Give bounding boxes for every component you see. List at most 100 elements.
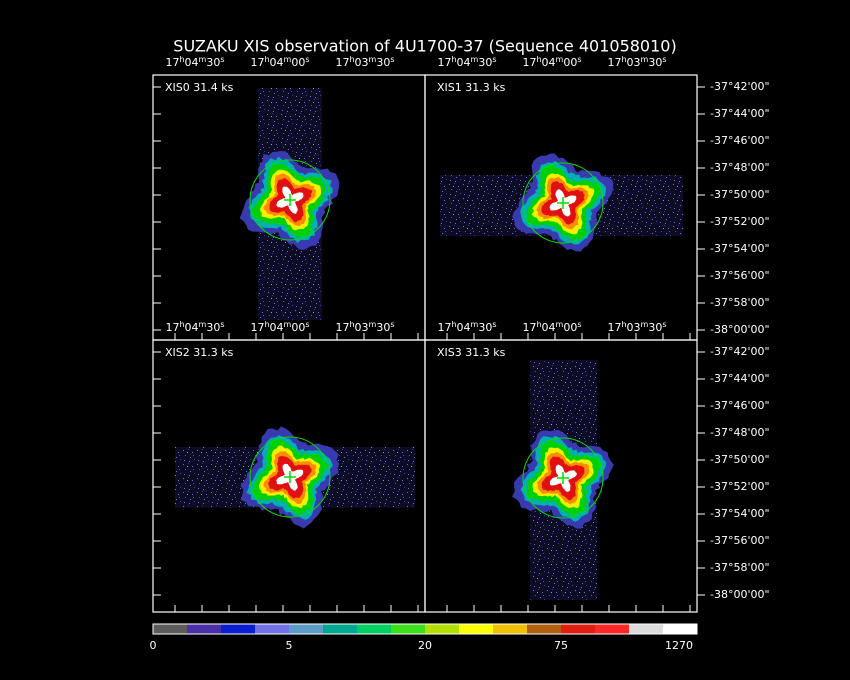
ra-tick-part: 04 (457, 56, 471, 69)
ra-tick-part: 30 (648, 56, 662, 69)
ra-tick-part: 03 (355, 56, 369, 69)
ra-tick-part: 04 (185, 321, 199, 334)
dec-tick-label: -37°42'00" (710, 80, 770, 93)
ra-tick-part: m (471, 55, 479, 64)
dec-tick-label: -37°50'00" (710, 188, 770, 201)
ra-tick-part: 30 (478, 321, 492, 334)
colorbar-segment (357, 624, 391, 634)
ra-tick-part: m (471, 320, 479, 329)
ra-tick-part: s (492, 320, 496, 329)
ra-tick-part: m (641, 55, 649, 64)
ra-tick-part: m (556, 55, 564, 64)
ra-tick-part: 30 (376, 321, 390, 334)
ra-tick-label: 17h03m30s (607, 320, 666, 335)
colorbar-segment (595, 624, 629, 634)
dec-tick-label: -37°52'00" (710, 480, 770, 493)
colorbar-label: 20 (418, 639, 432, 652)
ra-tick-part: h (536, 320, 541, 329)
ra-tick-part: s (577, 320, 581, 329)
ra-tick-part: 00 (291, 321, 305, 334)
ra-tick-part: s (577, 55, 581, 64)
dec-tick-label: -37°58'00" (710, 561, 770, 574)
ra-tick-part: m (556, 320, 564, 329)
dec-tick-label: -37°48'00" (710, 426, 770, 439)
colorbar-segment (527, 624, 561, 634)
dec-tick-label: -37°54'00" (710, 507, 770, 520)
ra-tick-label: 17h04m00s (250, 320, 309, 335)
ra-tick-part: m (199, 55, 207, 64)
ra-tick-part: 30 (478, 56, 492, 69)
ra-tick-part: 17 (165, 321, 179, 334)
ra-tick-part: h (621, 320, 626, 329)
ra-tick-label: 17h04m00s (522, 55, 581, 70)
ra-tick-part: s (305, 320, 309, 329)
dec-tick-label: -37°54'00" (710, 242, 770, 255)
ra-tick-part: 04 (542, 321, 556, 334)
ra-tick-part: h (451, 320, 456, 329)
panel-label: XIS3 31.3 ks (437, 346, 506, 359)
ra-tick-part: m (284, 320, 292, 329)
colorbar-segment (391, 624, 425, 634)
ra-tick-part: s (390, 55, 394, 64)
ra-tick-label: 17h04m30s (437, 320, 496, 335)
ra-tick-part: 17 (437, 321, 451, 334)
dec-tick-label: -38°00'00" (710, 588, 770, 601)
ra-tick-part: 04 (270, 56, 284, 69)
panel-label: XIS0 31.4 ks (165, 81, 234, 94)
ra-tick-part: 00 (563, 321, 577, 334)
source-region (249, 436, 331, 518)
source-region (249, 159, 331, 241)
ra-tick-part: s (220, 55, 224, 64)
colorbar-segment (459, 624, 493, 634)
dec-tick-label: -37°44'00" (710, 372, 770, 385)
ra-tick-part: h (349, 55, 354, 64)
colorbar-label: 0 (150, 639, 157, 652)
source-cross (284, 471, 296, 483)
ra-tick-part: s (305, 55, 309, 64)
source-cross (557, 197, 569, 209)
panel-label: XIS2 31.3 ks (165, 346, 234, 359)
colorbar-segment (153, 624, 187, 634)
ra-tick-part: 17 (335, 321, 349, 334)
ra-tick-part: 03 (355, 321, 369, 334)
ra-tick-part: h (451, 55, 456, 64)
ra-tick-part: 17 (165, 56, 179, 69)
source-region (522, 162, 604, 244)
ra-tick-part: m (369, 55, 377, 64)
colorbar-segment (323, 624, 357, 634)
colorbar-segment (255, 624, 289, 634)
ra-tick-part: 00 (563, 56, 577, 69)
ra-tick-part: s (492, 55, 496, 64)
ra-tick-label: 17h04m30s (437, 55, 496, 70)
dec-tick-label: -37°46'00" (710, 399, 770, 412)
ra-tick-part: m (284, 55, 292, 64)
figure-title: SUZAKU XIS observation of 4U1700-37 (Seq… (173, 37, 676, 56)
panel-label: XIS1 31.3 ks (437, 81, 506, 94)
colorbar-segment (561, 624, 595, 634)
ra-tick-part: 04 (457, 321, 471, 334)
ra-tick-label: 17h03m30s (335, 55, 394, 70)
ra-tick-part: s (662, 320, 666, 329)
dec-tick-label: -37°56'00" (710, 534, 770, 547)
colorbar-segment (187, 624, 221, 634)
dec-tick-label: -37°56'00" (710, 269, 770, 282)
ra-tick-part: h (179, 320, 184, 329)
ra-tick-part: h (349, 320, 354, 329)
ra-tick-part: m (199, 320, 207, 329)
ra-tick-part: 17 (607, 56, 621, 69)
dec-tick-label: -37°42'00" (710, 345, 770, 358)
ra-tick-part: 17 (522, 321, 536, 334)
ra-tick-part: 30 (376, 56, 390, 69)
dec-tick-label: -37°44'00" (710, 107, 770, 120)
dec-tick-label: -37°48'00" (710, 161, 770, 174)
ra-tick-part: 17 (335, 56, 349, 69)
ra-tick-part: 04 (270, 321, 284, 334)
ra-tick-part: 17 (607, 321, 621, 334)
colorbar-segment (663, 624, 697, 634)
ra-tick-part: 30 (648, 321, 662, 334)
ra-tick-part: 30 (206, 56, 220, 69)
ra-tick-label: 17h04m30s (165, 55, 224, 70)
ra-tick-part: h (179, 55, 184, 64)
